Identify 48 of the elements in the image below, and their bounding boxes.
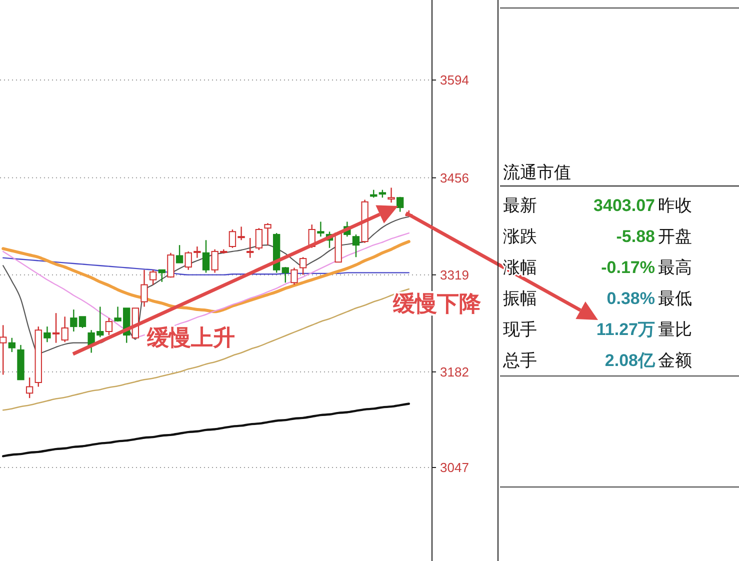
candlestick xyxy=(26,376,34,399)
line-series xyxy=(2,402,410,458)
candlestick xyxy=(299,256,307,276)
candlestick xyxy=(255,227,263,251)
candlestick xyxy=(167,252,174,278)
text: 2.08亿 xyxy=(604,351,656,370)
text: 最新 xyxy=(503,196,537,215)
candlestick xyxy=(264,222,272,246)
candlestick xyxy=(140,269,148,308)
text: 0.38% xyxy=(606,289,655,308)
text: 现手 xyxy=(503,320,537,339)
candlestick xyxy=(317,221,324,238)
text: -0.17% xyxy=(601,258,655,277)
candlestick xyxy=(282,266,289,284)
text: 3403.07 xyxy=(594,196,655,215)
text: 振幅 xyxy=(503,289,537,308)
candlestick xyxy=(52,312,60,344)
text: 涨跌 xyxy=(503,227,537,246)
y-tick-label: 3319 xyxy=(440,267,469,282)
candlestick xyxy=(388,187,395,204)
candlestick xyxy=(61,316,68,343)
text: 开盘 xyxy=(658,227,692,246)
candlestick xyxy=(202,240,210,274)
y-tick-label: 3047 xyxy=(440,460,469,476)
text: 总手 xyxy=(502,351,537,370)
candlestick xyxy=(44,326,51,343)
candlestick xyxy=(396,196,404,212)
text: 量比 xyxy=(658,320,692,339)
candlestick xyxy=(290,267,298,286)
y-tick-label: 3182 xyxy=(440,364,469,380)
candlestick xyxy=(246,237,254,258)
text: 最高 xyxy=(658,258,692,277)
candlestick xyxy=(149,269,157,286)
candlestick xyxy=(105,317,113,336)
candlestick xyxy=(352,234,360,258)
candlestick xyxy=(158,269,166,283)
candlestick xyxy=(0,324,7,376)
annotation: 缓慢上升 xyxy=(146,325,235,350)
y-tick-label: 3456 xyxy=(440,170,469,186)
text: 流通市值 xyxy=(503,163,571,182)
text: 11.27万 xyxy=(596,320,655,339)
y-tick-label: 3594 xyxy=(440,72,469,88)
text: 最低 xyxy=(658,289,692,308)
candlestick xyxy=(8,337,16,353)
text: 金额 xyxy=(658,351,692,370)
text: 昨收 xyxy=(658,196,692,215)
text: -5.88 xyxy=(616,227,655,246)
candlestick xyxy=(176,244,184,264)
